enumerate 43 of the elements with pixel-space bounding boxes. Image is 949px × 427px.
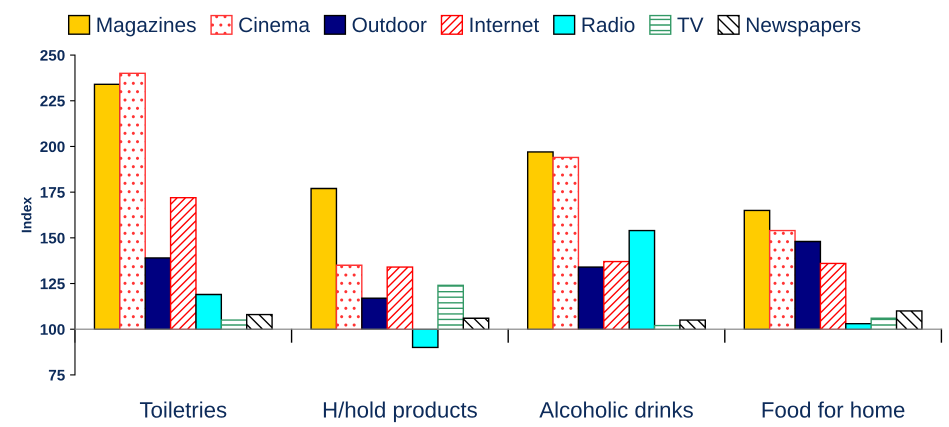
bar (794, 240, 822, 330)
bar (246, 314, 273, 330)
bar (462, 318, 490, 330)
bar (744, 210, 770, 330)
legend-label: Outdoor (352, 16, 427, 32)
y-tick-label: 125 (40, 278, 65, 290)
bar (119, 72, 146, 330)
x-tick-label: Alcoholic drinks (539, 401, 693, 418)
bar (526, 151, 554, 330)
legend-label: Internet (470, 18, 540, 32)
y-tick-label: 100 (40, 324, 65, 335)
legend-label: Newspapers (746, 18, 860, 36)
y-tick-label: 175 (40, 187, 65, 198)
bar (552, 156, 580, 330)
y-tick-label: 200 (40, 141, 65, 152)
bar (437, 284, 464, 330)
legend-label: Cinema (239, 16, 310, 32)
legend-label: TV (677, 18, 704, 32)
y-tick-label: 250 (40, 50, 65, 61)
x-tick-label: Food for home (762, 401, 904, 418)
bar (578, 266, 604, 330)
x-tick-label: H/hold products (324, 401, 477, 422)
y-tick-label: 150 (40, 232, 65, 244)
legend-label: Magazines (97, 16, 196, 36)
bar (628, 230, 656, 330)
bar (412, 328, 439, 348)
legend-label: Radio (582, 16, 634, 32)
bar (94, 84, 121, 330)
y-tick-label: 75 (48, 370, 65, 381)
bar (170, 196, 197, 330)
bar (310, 188, 338, 330)
bar (820, 262, 846, 330)
bar (768, 230, 796, 330)
bar (896, 310, 923, 330)
bar (603, 260, 630, 330)
bar (144, 257, 172, 330)
y-tick-label: 225 (40, 96, 65, 106)
bar (386, 266, 414, 330)
bar (195, 294, 222, 330)
x-tick-label: Toiletries (140, 401, 226, 418)
bar (336, 264, 363, 330)
bar (361, 297, 388, 330)
y-axis-title: Index (21, 196, 32, 232)
